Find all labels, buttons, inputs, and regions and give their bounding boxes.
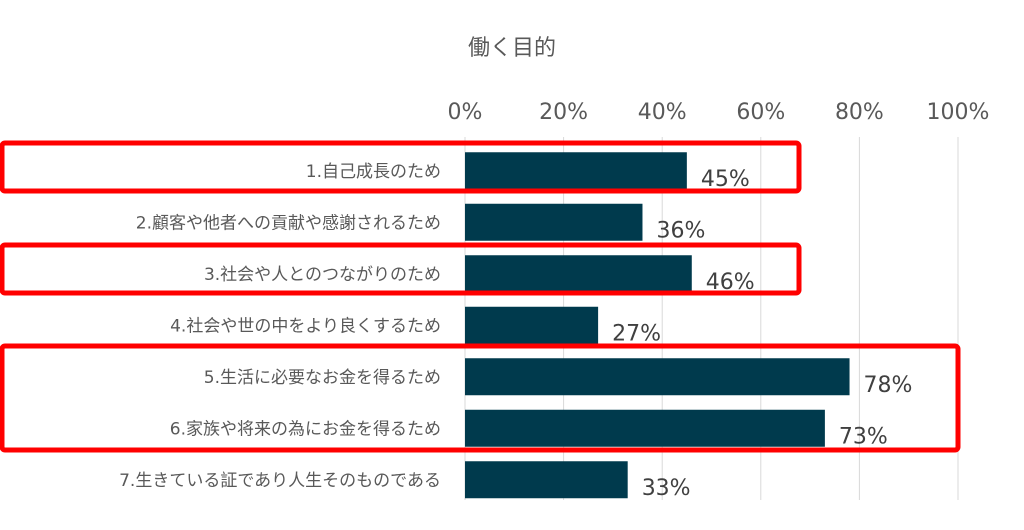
bar [465,306,599,344]
bar [465,409,825,447]
data-label: 27% [612,321,661,346]
x-tick-label: 100% [927,100,990,125]
data-labels: 45%36%46%27%78%73%33% [612,167,912,501]
data-label: 78% [864,373,913,398]
highlight-box [0,242,802,296]
category-label: 6.家族や将来の為にお金を得るため [170,419,441,439]
x-tick-label: 80% [835,100,884,125]
category-label: 2.顧客や他者への貢献や感謝されるため [136,213,441,233]
x-axis-ticks: 0% 20% 40% 60% 80% 100% [448,100,990,125]
data-label: 73% [839,424,888,449]
category-labels: 1.自己成長のため 2.顧客や他者への貢献や感謝されるため 3.社会や人とのつながり… [119,162,441,491]
data-label: 33% [642,476,691,501]
highlight-box [0,140,802,194]
data-label: 36% [656,218,705,243]
category-label: 4.社会や世の中をより良くするため [170,316,441,336]
bar [465,358,850,396]
bar [465,255,692,293]
category-label: 3.社会や人とのつながりのため [204,265,441,285]
category-label: 1.自己成長のため [306,162,441,182]
bar [465,203,643,241]
chart-title: 働く目的 [468,36,556,61]
x-tick-label: 60% [736,100,785,125]
category-label: 5.生活に必要なお金を得るため [204,368,441,388]
data-label: 45% [701,167,750,192]
bars [465,152,850,499]
x-tick-label: 40% [638,100,687,125]
category-label: 7.生きている証であり人生そのものである [119,471,441,491]
bar [465,461,628,499]
bar [465,152,687,190]
highlight-box [0,343,961,453]
x-tick-label: 20% [539,100,588,125]
highlight-boxes [0,140,961,453]
x-tick-label: 0% [448,100,483,125]
